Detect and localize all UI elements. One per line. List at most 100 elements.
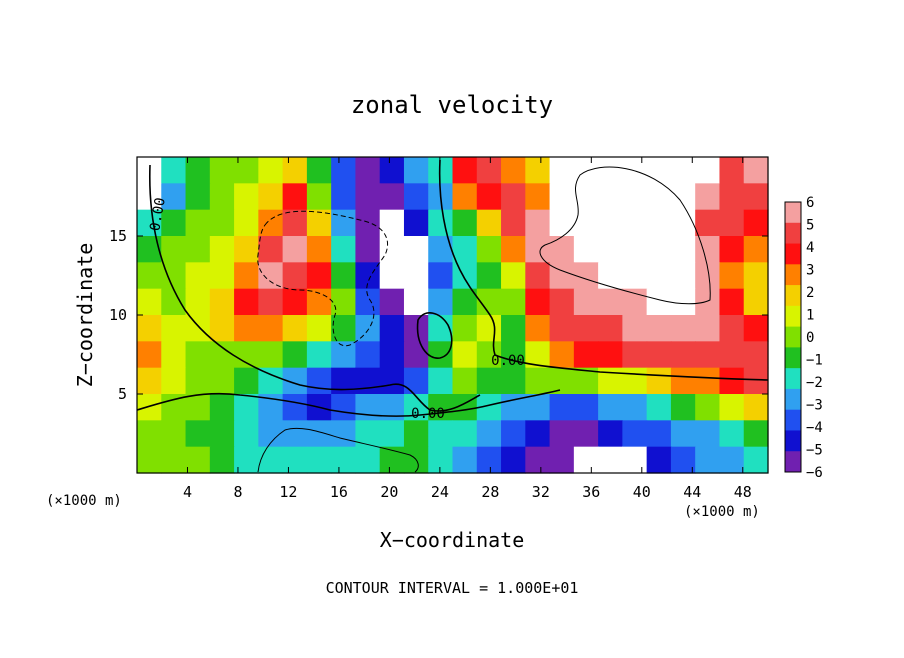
- heatmap-cell: [452, 288, 478, 316]
- heatmap-cell: [355, 394, 381, 421]
- heatmap-cell: [719, 446, 745, 474]
- heatmap-cell: [282, 420, 308, 448]
- heatmap-cell: [719, 183, 745, 211]
- heatmap-cell: [573, 288, 599, 316]
- heatmap-cell: [573, 341, 599, 369]
- heatmap-cell: [598, 209, 623, 237]
- heatmap-cell: [646, 367, 672, 395]
- heatmap-cell: [161, 341, 187, 369]
- heatmap-cell: [549, 209, 575, 237]
- heatmap-cell: [743, 209, 769, 237]
- x-tick-label: 28: [481, 483, 499, 501]
- heatmap-cell: [670, 236, 696, 263]
- colorbar-swatch: [785, 347, 801, 369]
- heatmap-cell: [379, 236, 405, 263]
- x-tick-label: 36: [582, 483, 600, 501]
- heatmap-cell: [137, 367, 162, 395]
- heatmap-cell: [501, 288, 526, 316]
- heatmap-cell: [428, 394, 454, 421]
- heatmap-cell: [549, 420, 575, 448]
- heatmap-cell: [185, 236, 211, 263]
- heatmap-cell: [598, 315, 623, 342]
- heatmap-cell: [573, 262, 599, 290]
- heatmap-cell: [137, 341, 162, 369]
- x-tick-label: 32: [532, 483, 550, 501]
- heatmap-cell: [525, 315, 551, 342]
- heatmap-cell: [549, 446, 575, 474]
- heatmap-cell: [403, 236, 429, 263]
- heatmap-cell: [428, 341, 454, 369]
- heatmap-cell: [646, 262, 672, 290]
- colorbar-frame: [784, 201, 802, 473]
- heatmap-cell: [258, 315, 284, 342]
- heatmap-cell: [525, 288, 551, 316]
- colorbar-swatch: [785, 264, 801, 286]
- heatmap-cell: [137, 394, 162, 421]
- heatmap-cell: [525, 236, 551, 263]
- heatmap-cell: [646, 315, 672, 342]
- heatmap-cell: [622, 367, 648, 395]
- x-tick-label: 48: [734, 483, 752, 501]
- heatmap-cells: [137, 157, 769, 474]
- heatmap-cell: [137, 446, 162, 474]
- heatmap-cell: [670, 367, 696, 395]
- heatmap-cell: [501, 209, 526, 237]
- heatmap-cell: [258, 236, 284, 263]
- heatmap-cell: [403, 262, 429, 290]
- heatmap-cell: [646, 183, 672, 211]
- heatmap-cell: [234, 315, 259, 342]
- colorbar-swatch: [785, 430, 801, 452]
- heatmap-cell: [209, 209, 235, 237]
- contour-lines: [136, 159, 769, 473]
- heatmap-cell: [452, 446, 478, 474]
- heatmap-cell: [573, 236, 599, 263]
- colorbar-label: 6: [806, 195, 814, 211]
- colorbar-swatch: [785, 222, 801, 244]
- x-tick-label: 20: [380, 483, 398, 501]
- heatmap-cell: [695, 236, 721, 263]
- x-axis-ticks: 4 8 12 16 20 24 28 32 36 40 44 48: [183, 157, 752, 501]
- heatmap-cell: [209, 262, 235, 290]
- heatmap-cell: [646, 394, 672, 421]
- heatmap-cell: [743, 446, 769, 474]
- heatmap-cell: [209, 341, 235, 369]
- heatmap-cell: [428, 367, 454, 395]
- colorbar-label: 5: [806, 218, 814, 234]
- heatmap-cell: [622, 262, 648, 290]
- heatmap-cell: [282, 183, 308, 211]
- heatmap-cell: [331, 288, 357, 316]
- heatmap-cell: [258, 288, 284, 316]
- contour-label-1: 0.00: [147, 196, 169, 232]
- heatmap-cell: [258, 157, 284, 184]
- heatmap-cell: [452, 420, 478, 448]
- heatmap-cell: [573, 209, 599, 237]
- y-axis-label: Z−coordinate: [73, 243, 97, 388]
- heatmap-cell: [622, 420, 648, 448]
- x-tick-label: 12: [279, 483, 297, 501]
- contour-label-3: 0.00: [411, 406, 445, 422]
- heatmap-cell: [282, 446, 308, 474]
- heatmap-cell: [719, 341, 745, 369]
- heatmap-cell: [622, 183, 648, 211]
- heatmap-cell: [622, 394, 648, 421]
- heatmap-cell: [258, 367, 284, 395]
- heatmap-cell: [670, 420, 696, 448]
- heatmap-cell: [331, 446, 357, 474]
- heatmap-cell: [719, 209, 745, 237]
- heatmap-cell: [743, 157, 769, 184]
- heatmap-cell: [670, 394, 696, 421]
- heatmap-cell: [670, 209, 696, 237]
- heatmap-cell: [331, 209, 357, 237]
- heatmap-cell: [355, 183, 381, 211]
- x-tick-label: 40: [633, 483, 651, 501]
- heatmap-cell: [331, 157, 357, 184]
- heatmap-cell: [622, 209, 648, 237]
- heatmap-cell: [670, 315, 696, 342]
- heatmap-cell: [379, 367, 405, 395]
- heatmap-cell: [452, 183, 478, 211]
- heatmap-cell: [452, 209, 478, 237]
- heatmap-cell: [525, 394, 551, 421]
- heatmap-cell: [598, 420, 623, 448]
- contour-zero-mid: [136, 389, 561, 417]
- heatmap-cell: [209, 315, 235, 342]
